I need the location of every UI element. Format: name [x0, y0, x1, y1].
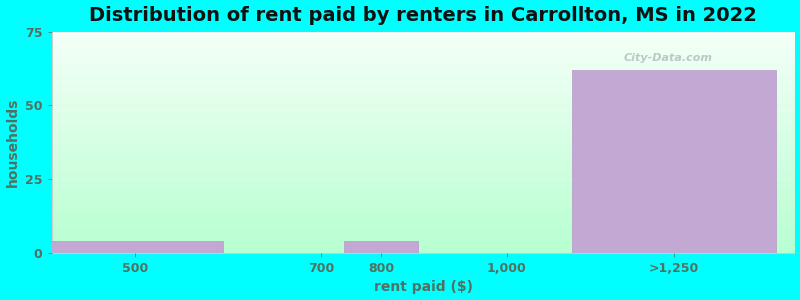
- Title: Distribution of rent paid by renters in Carrollton, MS in 2022: Distribution of rent paid by renters in …: [89, 6, 757, 25]
- Y-axis label: households: households: [6, 98, 19, 187]
- Bar: [47, 241, 223, 253]
- Text: City-Data.com: City-Data.com: [623, 53, 713, 63]
- Bar: [344, 241, 418, 253]
- Bar: [572, 70, 776, 253]
- X-axis label: rent paid ($): rent paid ($): [374, 280, 473, 294]
